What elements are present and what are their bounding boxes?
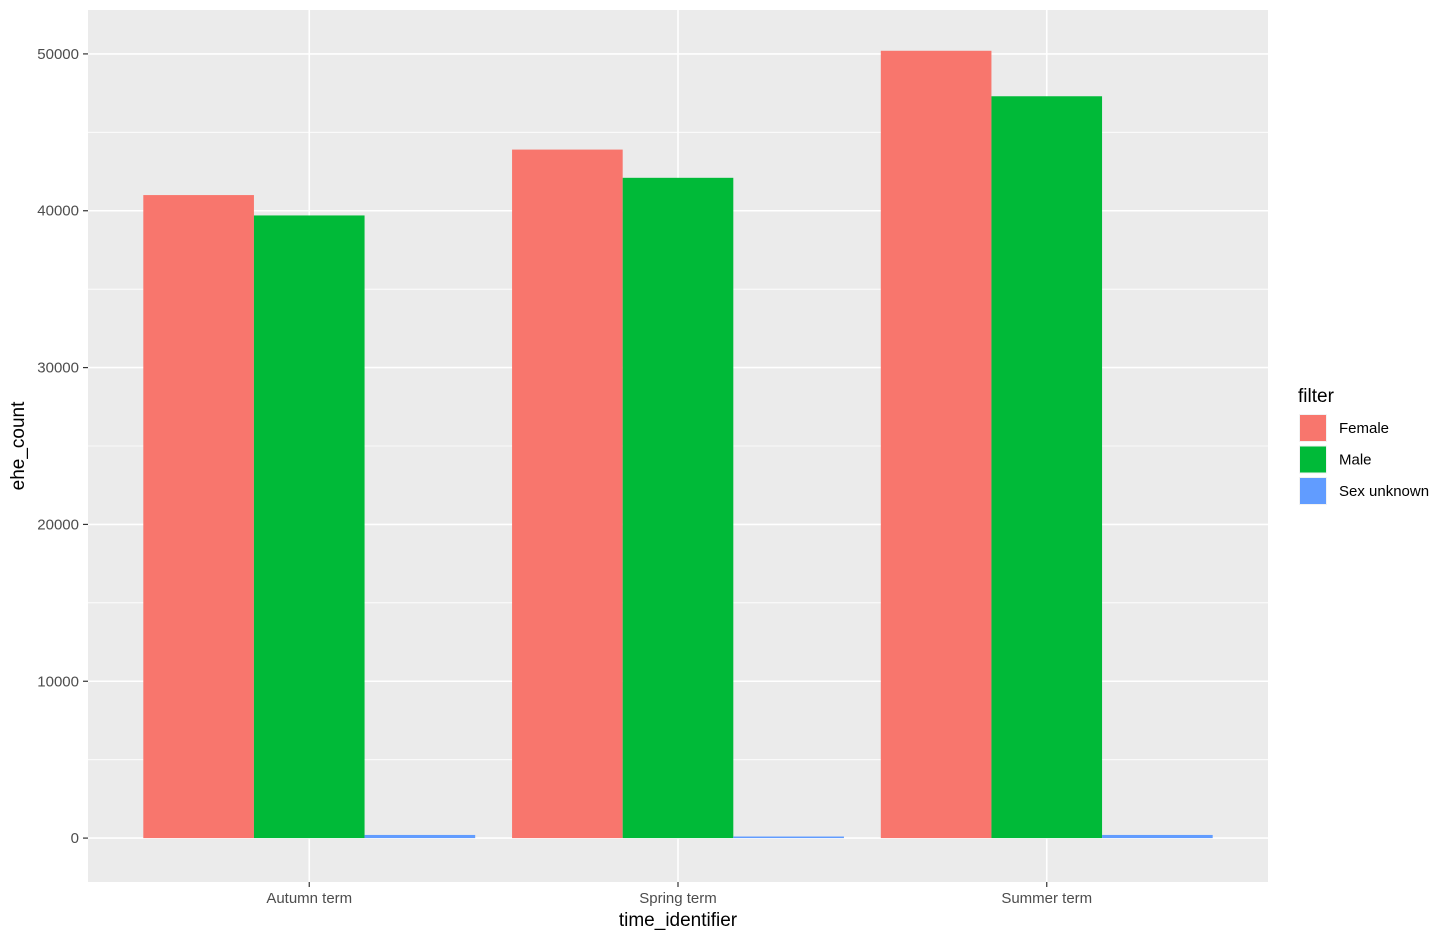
- y-axis-title: ehe_count: [8, 401, 29, 490]
- legend-title: filter: [1298, 386, 1335, 407]
- legend-swatch-female: [1300, 415, 1326, 441]
- y-tick-label: 40000: [37, 203, 79, 220]
- bar-sex-unknown: [364, 834, 476, 839]
- legend: filter Female Male Sex unknown: [1298, 386, 1429, 505]
- y-tick-label: 10000: [37, 673, 79, 690]
- legend-swatch-male: [1300, 446, 1326, 473]
- legend-label: Sex unknown: [1339, 483, 1429, 500]
- bar-male: [622, 177, 734, 839]
- y-tick-label: 30000: [37, 360, 79, 377]
- x-axis-title: time_identifier: [619, 910, 738, 931]
- bar-female: [512, 149, 623, 839]
- legend-label: Male: [1339, 452, 1372, 469]
- bar-sex-unknown: [733, 836, 844, 839]
- bars-layer: [143, 50, 1213, 839]
- legend-items: Female Male Sex unknown: [1299, 414, 1429, 505]
- bar-male: [991, 96, 1103, 839]
- x-axis: Autumn term Spring term Summer term: [266, 882, 1092, 907]
- x-tick-label: Autumn term: [266, 890, 352, 907]
- bar-male: [253, 215, 365, 839]
- y-tick-label: 0: [71, 830, 79, 847]
- x-tick-label: Summer term: [1001, 890, 1092, 907]
- y-tick-label: 50000: [37, 46, 79, 63]
- y-axis: 0 10000 20000 30000 40000 50000: [37, 46, 88, 847]
- bar-sex-unknown: [1102, 834, 1213, 839]
- legend-swatch-sex-unknown: [1300, 478, 1326, 504]
- y-tick-label: 20000: [37, 516, 79, 533]
- legend-label: Female: [1339, 420, 1389, 437]
- x-tick-label: Spring term: [639, 890, 717, 907]
- bar-female: [143, 195, 254, 839]
- bar-female: [880, 50, 992, 839]
